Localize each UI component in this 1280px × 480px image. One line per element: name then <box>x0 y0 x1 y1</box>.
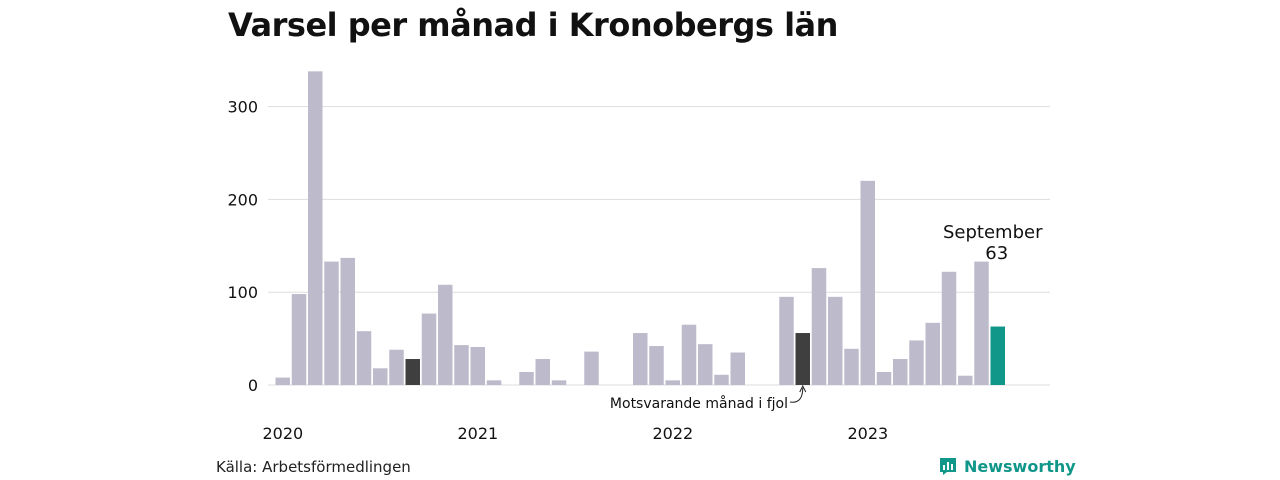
y-tick-label: 0 <box>248 376 258 395</box>
bar-2022-09 <box>795 333 810 385</box>
bar-2020-04 <box>324 261 339 385</box>
bar-2022-02 <box>681 324 697 385</box>
bar-2022-08 <box>779 296 794 385</box>
x-year-label: 2023 <box>848 424 889 443</box>
bar-2020-08 <box>389 349 404 385</box>
bar-2021-11 <box>633 333 648 385</box>
bar-2021-08 <box>584 351 599 385</box>
bar-2020-03 <box>308 71 323 385</box>
y-tick-label: 200 <box>227 190 258 209</box>
x-year-label: 2022 <box>653 424 694 443</box>
bar-2021-05 <box>535 359 550 385</box>
x-axis-labels: 2020 2021 2022 2023 <box>263 424 889 443</box>
bar-2022-11 <box>828 296 843 385</box>
newsworthy-logo: Newsworthy <box>938 456 1076 476</box>
current-month-label: September <box>943 222 1043 243</box>
bar-2023-07 <box>958 375 973 385</box>
bar-2020-12 <box>454 345 469 385</box>
bar-2020-07 <box>373 368 388 385</box>
bar-2020-11 <box>438 284 453 385</box>
bar-2022-01 <box>665 380 680 385</box>
y-tick-label: 100 <box>227 283 258 302</box>
annotation-arrowhead <box>799 384 807 393</box>
brand-name: Newsworthy <box>964 456 1076 476</box>
y-tick-label: 300 <box>227 98 258 117</box>
bar-2023-05 <box>925 322 940 385</box>
y-axis-ticks: 0 100 200 300 <box>227 98 258 395</box>
bar-2023-06 <box>941 271 957 385</box>
bar-2021-01 <box>470 346 485 385</box>
bar-2022-05 <box>730 352 745 385</box>
annotation-arrow <box>789 387 804 403</box>
bar-2022-03 <box>698 344 713 385</box>
bar-2021-12 <box>649 346 664 385</box>
bar-2022-12 <box>844 348 859 385</box>
bar-2023-04 <box>909 340 924 385</box>
bars <box>275 71 1005 385</box>
bar-2020-09 <box>405 359 420 385</box>
bar-2020-05 <box>340 257 355 385</box>
bar-2021-06 <box>551 380 567 385</box>
same-month-last-year-label: Motsvarande månad i fjol <box>610 395 788 412</box>
chart-title: Varsel per månad i Kronobergs län <box>228 6 838 44</box>
bar-chart-logo-icon <box>940 458 956 475</box>
bar-2020-02 <box>291 294 307 385</box>
bar-2020-01 <box>275 377 290 385</box>
bar-2023-02 <box>876 372 892 385</box>
bar-2023-09 <box>990 326 1005 385</box>
bar-2023-03 <box>893 359 908 385</box>
bar-2022-10 <box>811 268 827 385</box>
bar-2020-10 <box>421 313 437 385</box>
bar-2023-08 <box>974 261 989 385</box>
bar-2021-02 <box>486 380 502 385</box>
source-note: Källa: Arbetsförmedlingen <box>216 458 411 476</box>
bar-2020-06 <box>356 331 372 385</box>
bar-2021-04 <box>519 372 534 385</box>
bar-2023-01 <box>860 180 875 385</box>
x-year-label: 2020 <box>263 424 304 443</box>
x-year-label: 2021 <box>458 424 499 443</box>
bar-2022-04 <box>714 374 729 385</box>
current-month-value: 63 <box>985 243 1008 264</box>
